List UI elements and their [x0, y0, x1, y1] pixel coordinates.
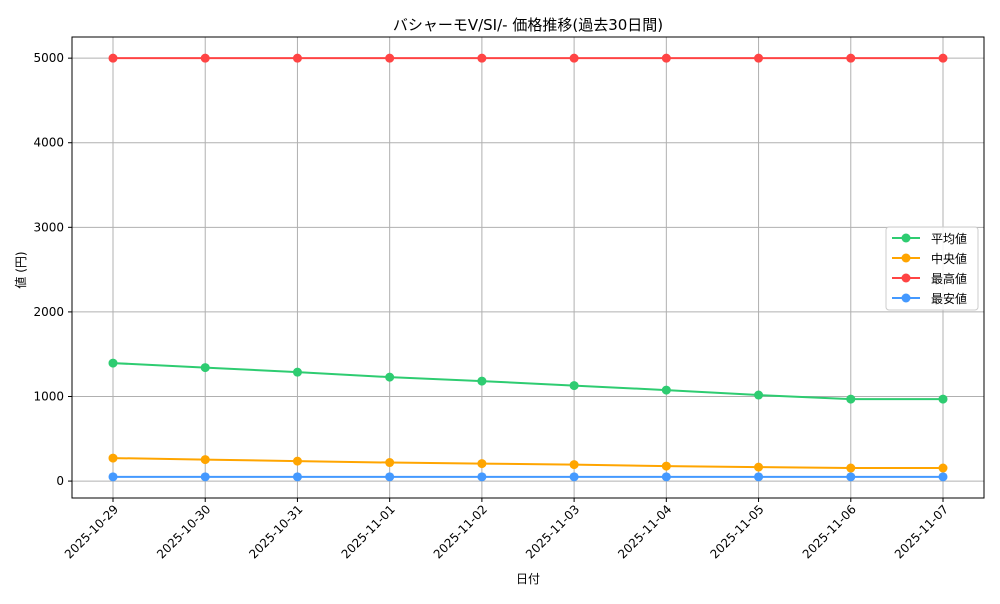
data-point — [385, 53, 395, 63]
data-point — [108, 53, 118, 63]
data-point — [385, 458, 395, 468]
data-point — [661, 385, 671, 395]
legend-label: 平均値 — [931, 231, 967, 246]
data-point — [754, 53, 764, 63]
data-point — [292, 53, 302, 63]
legend-label: 最高値 — [931, 271, 967, 286]
data-point — [754, 390, 764, 400]
data-point — [569, 53, 579, 63]
y-tick-label: 4000 — [33, 136, 64, 150]
data-point — [292, 367, 302, 377]
data-point — [477, 459, 487, 469]
y-tick-label: 1000 — [33, 389, 64, 403]
data-point — [661, 461, 671, 471]
data-point — [661, 472, 671, 482]
y-tick-label: 3000 — [33, 220, 64, 234]
data-point — [569, 460, 579, 470]
series-line — [112, 362, 943, 401]
data-point — [385, 472, 395, 482]
legend-marker — [901, 293, 911, 303]
data-point — [385, 372, 395, 382]
data-point — [200, 53, 210, 63]
legend-marker — [901, 253, 911, 263]
data-point — [846, 472, 856, 482]
data-point — [938, 394, 948, 404]
data-point — [846, 53, 856, 63]
x-tick-label: 2025-10-30 — [154, 502, 213, 561]
data-point — [200, 455, 210, 465]
data-point — [569, 472, 579, 482]
data-point — [477, 53, 487, 63]
series-line — [112, 457, 943, 470]
plot-area-frame — [71, 36, 985, 499]
x-tick-label: 2025-11-03 — [523, 502, 582, 561]
data-point — [292, 472, 302, 482]
x-tick-label: 2025-11-06 — [800, 502, 859, 561]
legend-marker — [901, 273, 911, 283]
legend-label: 中央値 — [931, 251, 967, 266]
data-point — [938, 472, 948, 482]
data-point — [938, 463, 948, 473]
x-tick-label: 2025-11-01 — [339, 502, 398, 561]
data-point — [754, 472, 764, 482]
y-tick-label: 0 — [56, 474, 64, 488]
x-tick-label: 2025-11-04 — [615, 502, 674, 561]
data-point — [661, 53, 671, 63]
data-point — [569, 381, 579, 391]
data-point — [754, 462, 764, 472]
legend-marker — [901, 233, 911, 243]
x-tick-label: 2025-11-05 — [707, 502, 766, 561]
data-point — [846, 463, 856, 473]
y-axis-label: 値 (円) — [13, 251, 28, 288]
y-tick-label: 5000 — [33, 51, 64, 65]
data-point — [108, 472, 118, 482]
data-point — [200, 472, 210, 482]
legend-label: 最安値 — [931, 291, 967, 306]
x-axis-label: 日付 — [516, 572, 540, 586]
data-point — [108, 453, 118, 463]
x-tick-label: 2025-10-29 — [62, 502, 121, 561]
x-tick-label: 2025-11-07 — [892, 502, 951, 561]
legend-box — [885, 226, 979, 311]
data-point — [846, 394, 856, 404]
data-point — [477, 376, 487, 386]
data-point — [200, 363, 210, 373]
chart-title: バシャーモV/SI/- 価格推移(過去30日間) — [393, 16, 663, 34]
data-point — [108, 358, 118, 368]
data-point — [292, 456, 302, 466]
y-tick-label: 2000 — [33, 305, 64, 319]
x-tick-label: 2025-10-31 — [246, 502, 305, 561]
x-tick-label: 2025-11-02 — [431, 502, 490, 561]
data-point — [938, 53, 948, 63]
data-point — [477, 472, 487, 482]
